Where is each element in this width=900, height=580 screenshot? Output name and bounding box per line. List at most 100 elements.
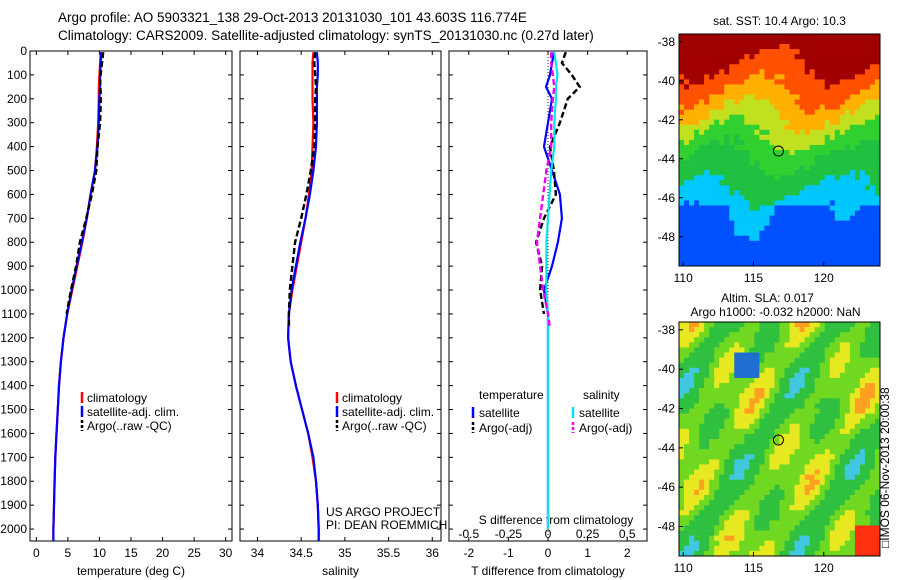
map-cell xyxy=(734,94,740,100)
map-cell xyxy=(864,250,871,257)
map-cell xyxy=(729,403,735,409)
map-cell xyxy=(854,175,861,181)
map-cell xyxy=(834,413,841,419)
map-cell xyxy=(794,225,800,231)
map-cell xyxy=(859,89,866,95)
map-cell xyxy=(784,327,790,333)
map-cell xyxy=(789,550,795,557)
map-cell xyxy=(779,545,785,552)
map-cell xyxy=(864,49,871,55)
legend-title: salinity xyxy=(583,388,620,402)
map-cell xyxy=(714,160,720,166)
map-cell xyxy=(754,59,760,65)
map-cell xyxy=(739,550,745,557)
map-cell xyxy=(704,150,710,156)
map-cell xyxy=(844,89,851,95)
map-cell xyxy=(794,114,800,121)
map-cell xyxy=(774,139,780,146)
map-cell xyxy=(819,372,826,379)
map-cell xyxy=(749,377,755,384)
map-cell xyxy=(794,150,800,156)
map-cell xyxy=(734,34,740,40)
map-cell xyxy=(769,44,775,50)
map-cell xyxy=(859,180,866,186)
map-cell xyxy=(689,398,695,404)
map-cell xyxy=(724,449,730,455)
map-cell xyxy=(694,357,700,363)
map-cell xyxy=(794,104,800,110)
map-cell xyxy=(869,388,876,394)
map-cell xyxy=(699,129,705,136)
map-cell xyxy=(859,230,866,237)
map-cell xyxy=(844,220,851,226)
y-tick-label: 1600 xyxy=(0,426,27,440)
map-cell xyxy=(789,134,795,141)
map-cell xyxy=(834,144,841,151)
map-cell xyxy=(774,383,780,389)
map-cell xyxy=(684,190,690,196)
map-cell xyxy=(699,530,705,536)
map-cell xyxy=(834,104,841,110)
map-cell xyxy=(764,54,770,60)
map-cell xyxy=(734,109,740,115)
map-cell xyxy=(809,484,815,491)
map-cell xyxy=(804,413,810,419)
map-cell xyxy=(694,89,700,95)
map-cell xyxy=(704,357,710,363)
map-cell xyxy=(874,377,881,384)
map-cell xyxy=(859,449,866,455)
map-cell xyxy=(679,474,685,480)
map-cell xyxy=(874,245,881,252)
map-cell xyxy=(779,59,785,65)
map-cell xyxy=(694,449,700,455)
map-cell xyxy=(719,34,725,40)
map-cell xyxy=(719,220,725,226)
map-cell xyxy=(779,535,785,542)
map-cell xyxy=(739,322,745,328)
x-axis-label: T difference from climatology xyxy=(471,564,625,578)
map-cell xyxy=(874,250,881,257)
map-cell xyxy=(809,439,815,445)
map-cell xyxy=(764,327,770,333)
map-cell xyxy=(869,245,876,252)
map-cell xyxy=(774,240,780,247)
map-cell xyxy=(869,494,876,501)
map-cell xyxy=(724,372,730,379)
map-cell xyxy=(689,393,695,399)
map-cell xyxy=(869,469,876,475)
map-cell xyxy=(719,347,725,353)
map-cell xyxy=(859,535,866,542)
map-cell xyxy=(774,200,780,206)
map-cell xyxy=(739,383,745,389)
map-cell xyxy=(699,550,705,557)
map-cell xyxy=(804,449,810,455)
map-cell xyxy=(799,114,805,121)
map-cell xyxy=(724,525,730,531)
map-cell xyxy=(824,352,831,358)
map-cell xyxy=(839,250,846,257)
map-cell xyxy=(684,170,690,176)
map-cell xyxy=(874,545,881,552)
map-cell xyxy=(684,39,690,45)
map-cell xyxy=(799,175,805,181)
map-cell xyxy=(794,459,800,465)
map-cell xyxy=(749,109,755,115)
map-cell xyxy=(764,84,770,90)
map-cell xyxy=(709,372,715,379)
map-cell xyxy=(724,220,730,226)
map-cell xyxy=(729,474,735,480)
map-cell xyxy=(694,180,700,186)
map-cell xyxy=(759,377,765,384)
map-cell xyxy=(864,69,871,75)
map-cell xyxy=(724,433,730,440)
map-cell xyxy=(734,139,740,146)
map-cell xyxy=(829,44,836,50)
map-cell xyxy=(694,428,700,435)
map-cell xyxy=(849,34,856,40)
map-cell xyxy=(679,104,685,110)
map-cell xyxy=(854,479,861,486)
map-cell xyxy=(794,433,800,440)
map-cell xyxy=(804,535,810,542)
map-cell xyxy=(759,474,765,480)
map-cell xyxy=(779,74,785,80)
